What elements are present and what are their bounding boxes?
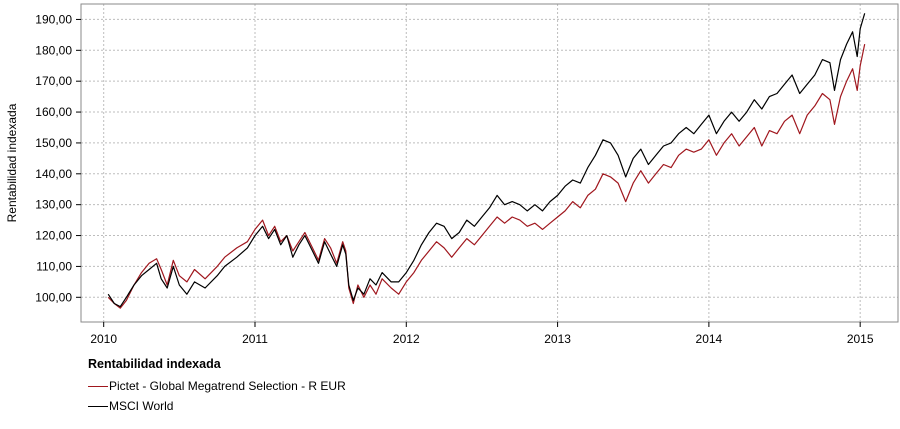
y-axis-label: Rentabilidad indexada: [5, 103, 19, 222]
x-tick-label: 2015: [847, 332, 874, 345]
legend: Rentabilidad indexada Pictet - Global Me…: [88, 357, 346, 416]
legend-item-msci-world: MSCI World: [88, 396, 346, 416]
y-tick-label: 120,00: [35, 229, 72, 243]
y-tick-label: 140,00: [35, 167, 72, 181]
y-tick-label: 170,00: [35, 74, 72, 88]
y-tick-label: 150,00: [35, 136, 72, 150]
y-tick-label: 160,00: [35, 105, 72, 119]
x-tick-label: 2011: [242, 332, 268, 345]
y-tick-label: 190,00: [35, 12, 72, 26]
y-tick-label: 110,00: [36, 259, 72, 273]
y-tick-label: 130,00: [35, 198, 72, 212]
series-line-1: [107, 13, 866, 308]
legend-swatch-msci-world: [88, 405, 108, 407]
legend-label-msci-world: MSCI World: [109, 399, 174, 413]
x-tick-label: 2013: [544, 332, 571, 345]
series-line-0: [107, 43, 866, 309]
x-tick-label: 2012: [393, 332, 420, 345]
y-tick-label: 100,00: [35, 290, 72, 304]
x-tick-label: 2010: [90, 332, 117, 345]
plot-area-frame: [80, 3, 899, 323]
y-tick-label: 180,00: [35, 43, 72, 57]
legend-label-pictet: Pictet - Global Megatrend Selection - R …: [109, 379, 346, 393]
legend-swatch-pictet: [88, 385, 108, 387]
axis-ticks: 100,00 110,00 120,00 130,00 140,00 150,00 160,…: [35, 12, 874, 345]
legend-item-pictet: Pictet - Global Megatrend Selection - R …: [88, 376, 346, 396]
x-tick-label: 2014: [696, 332, 723, 345]
legend-title: Rentabilidad indexada: [88, 357, 221, 371]
data-series: [107, 13, 866, 309]
line-chart: 100,00 110,00 120,00 130,00 140,00 150,00 160,…: [5, 3, 899, 345]
grid-lines: [81, 4, 898, 322]
